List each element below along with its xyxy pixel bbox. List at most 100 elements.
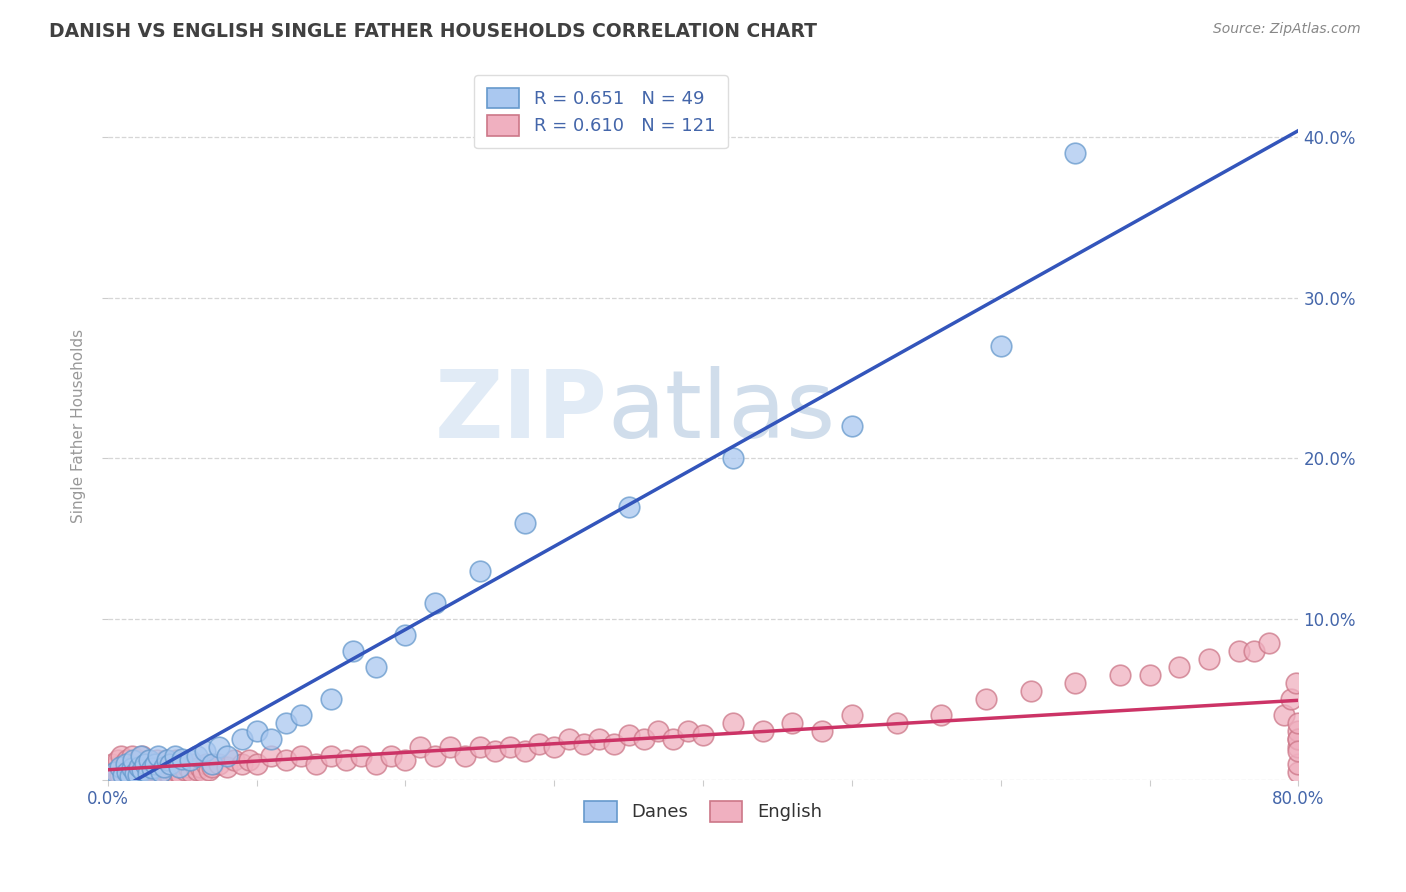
Point [201,756,224,771]
Point [149,760,172,774]
Point [186,748,208,763]
Point [1288,724,1310,739]
Point [186,763,208,777]
Point [811,724,834,739]
Point [188,760,211,774]
Point [153,760,176,774]
Point [108,768,131,782]
Point [162,763,184,777]
Point [1288,744,1310,758]
Point [195,756,218,771]
Text: ZIP: ZIP [434,366,607,458]
Point [721,451,744,466]
Point [183,756,205,771]
Point [159,756,181,771]
Point [104,760,127,774]
Point [167,760,190,774]
Point [751,724,773,739]
Point [1288,756,1310,771]
Point [238,753,260,767]
Point [163,748,186,763]
Point [1198,652,1220,666]
Point [617,500,640,514]
Point [115,764,138,779]
Point [163,766,186,780]
Point [107,753,129,767]
Point [319,692,342,706]
Point [125,766,148,780]
Point [111,761,134,775]
Point [198,763,221,777]
Point [364,660,387,674]
Point [468,740,491,755]
Point [141,768,163,782]
Point [136,766,159,780]
Point [342,644,364,658]
Point [120,760,142,774]
Point [120,769,142,783]
Point [1288,732,1310,747]
Point [138,753,160,767]
Point [156,764,179,779]
Point [128,760,150,774]
Point [129,748,152,763]
Point [111,768,134,782]
Point [529,737,551,751]
Point [425,748,447,763]
Point [148,766,170,780]
Point [136,766,159,780]
Point [841,419,863,434]
Point [201,760,224,774]
Point [662,732,685,747]
Point [380,748,402,763]
Point [305,756,328,771]
Point [124,766,146,780]
Point [153,763,176,777]
Point [141,761,163,775]
Point [167,760,190,774]
Point [1288,732,1310,747]
Point [134,756,156,771]
Point [215,748,238,763]
Point [193,744,215,758]
Point [439,740,461,755]
Point [224,753,246,767]
Point [139,763,162,777]
Point [145,764,167,779]
Text: Source: ZipAtlas.com: Source: ZipAtlas.com [1213,22,1361,37]
Point [290,748,312,763]
Point [1243,644,1265,658]
Point [1288,740,1310,755]
Point [150,768,173,782]
Point [166,764,188,779]
Point [1279,692,1302,706]
Point [121,748,143,763]
Point [132,764,155,779]
Point [721,716,744,731]
Point [131,748,153,763]
Point [1064,146,1087,161]
Point [129,768,152,782]
Point [1064,676,1087,690]
Text: DANISH VS ENGLISH SINGLE FATHER HOUSEHOLDS CORRELATION CHART: DANISH VS ENGLISH SINGLE FATHER HOUSEHOL… [49,22,817,41]
Point [1019,684,1042,698]
Point [409,740,432,755]
Point [156,753,179,767]
Point [135,760,157,774]
Point [157,760,180,774]
Point [929,708,952,723]
Point [633,732,655,747]
Point [1257,636,1279,650]
Point [177,760,200,774]
Point [603,737,626,751]
Point [335,753,357,767]
Point [1109,668,1132,682]
Text: atlas: atlas [607,366,837,458]
Point [572,737,595,751]
Point [174,763,197,777]
Point [290,708,312,723]
Point [260,748,283,763]
Legend: Danes, English: Danes, English [572,788,835,834]
Point [513,744,536,758]
Point [101,756,124,771]
